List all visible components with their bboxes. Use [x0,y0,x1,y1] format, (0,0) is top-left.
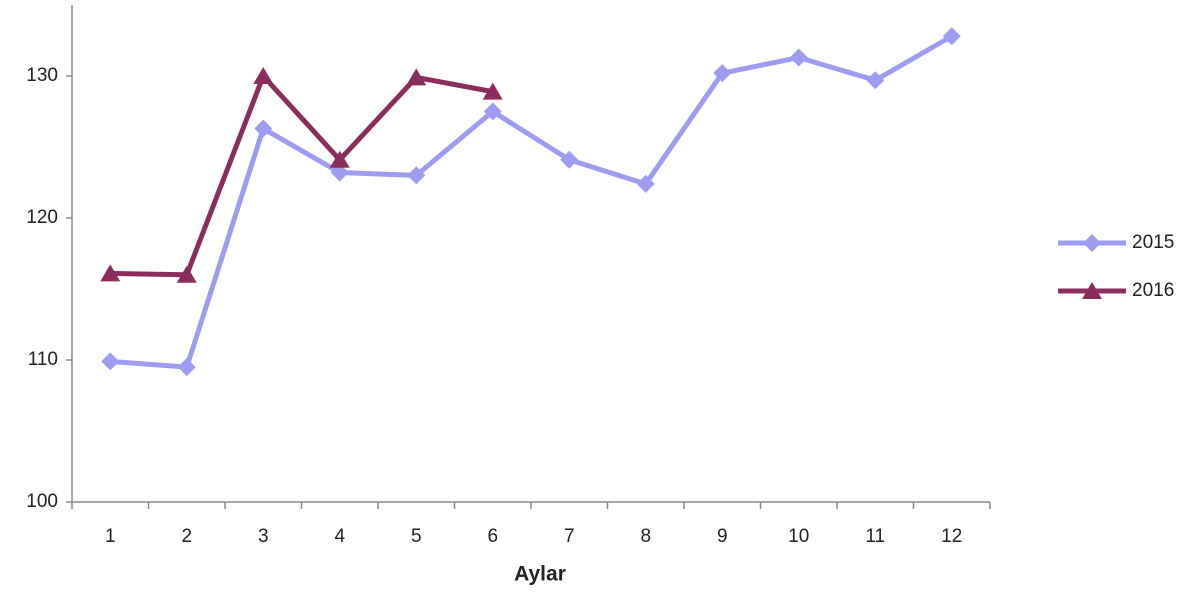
x-tick-label: 9 [717,526,728,547]
x-tick-label: 12 [941,526,962,547]
data-point [177,358,196,377]
y-tick-label: 120 [26,207,58,228]
legend-label: 2015 [1132,232,1174,253]
x-axis-title: Aylar [514,563,566,586]
x-tick-label: 11 [865,526,885,547]
x-tick-label: 8 [640,526,651,547]
data-point [176,265,197,283]
data-point [100,264,121,282]
data-point [713,64,732,83]
legend-label: 2016 [1132,280,1174,301]
series-line [110,73,494,278]
x-tick-label: 3 [258,526,269,547]
data-point [942,27,961,46]
x-tick-label: 1 [105,526,116,547]
legend-marker [1083,234,1101,252]
x-tick-label: 5 [411,526,422,547]
data-point [483,102,502,121]
legend-marker [1082,282,1102,299]
x-tick-label: 7 [564,526,575,547]
data-point [789,48,808,67]
y-tick-label: 130 [26,65,58,86]
data-point [254,119,273,138]
y-tick-label: 100 [26,491,58,512]
data-point [482,82,503,100]
data-point [329,150,350,168]
x-tick-label: 2 [181,526,192,547]
y-tick-label: 110 [28,349,58,370]
x-tick-label: 10 [788,526,809,547]
data-point [636,174,655,193]
data-point [101,352,120,371]
data-point [330,163,349,182]
x-tick-label: 4 [334,526,345,547]
data-point [866,71,885,90]
data-point [560,150,579,169]
data-point [407,166,426,185]
series-line [110,34,953,370]
data-point [406,68,427,86]
data-point [253,67,274,84]
x-tick-label: 6 [487,526,498,547]
